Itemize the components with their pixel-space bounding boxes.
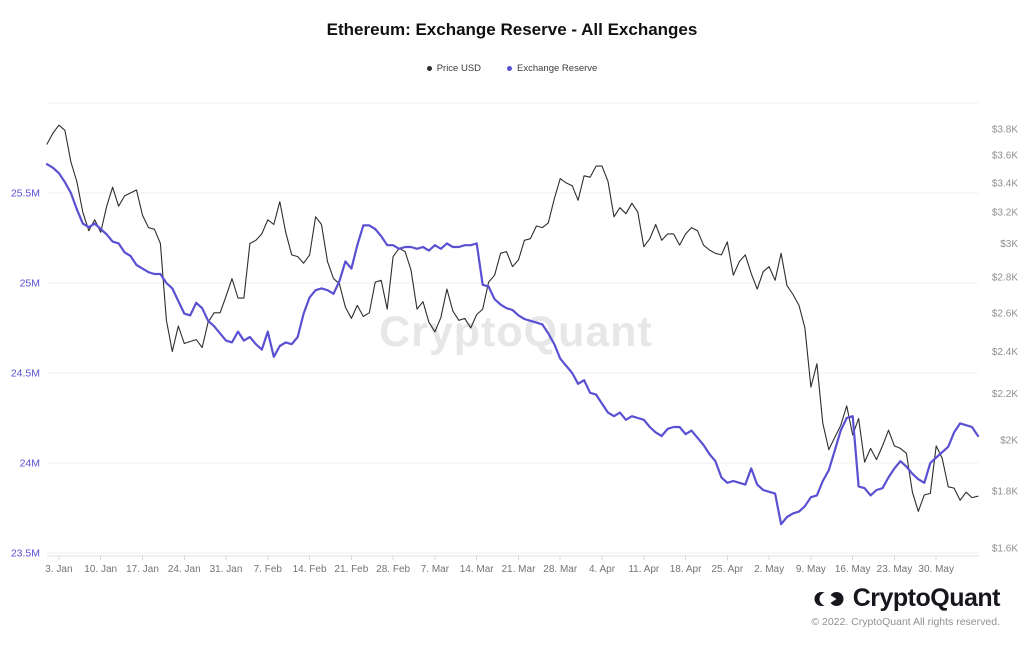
page-title: Ethereum: Exchange Reserve - All Exchang… [326, 20, 698, 39]
x-tick-label: 23. May [877, 564, 913, 575]
price-usd-dot-icon [426, 66, 432, 71]
x-tick-label: 7. Mar [421, 564, 450, 575]
x-tick-label: 7. Feb [254, 564, 283, 575]
x-tick-label: 4. Apr [589, 564, 616, 575]
x-tick-label: 25. Apr [711, 564, 743, 575]
right-axis-tick-label: $2.6K [992, 308, 1018, 319]
x-tick-label: 3. Jan [45, 564, 72, 575]
right-axis-tick-label: $1.6K [992, 543, 1018, 554]
x-tick-label: 24. Jan [168, 564, 201, 575]
x-tick-label: 28. Feb [376, 564, 410, 575]
right-axis-tick-label: $2.2K [992, 389, 1018, 400]
left-axis-tick-label: 25.5M [11, 188, 40, 200]
x-tick-label: 10. Jan [84, 564, 117, 575]
right-axis-tick-label: $3.4K [992, 178, 1018, 189]
right-axis-tick-label: $2.8K [992, 272, 1018, 283]
x-tick-label: 11. Apr [628, 564, 660, 575]
legend-label-exchange-reserve: Exchange Reserve [517, 63, 598, 74]
legend-item-exchange-reserve[interactable]: Exchange Reserve [507, 63, 597, 74]
exchange-reserve-line[interactable] [45, 163, 980, 526]
x-tick-label: 21. Feb [334, 564, 368, 575]
left-axis-labels: 23.5M 24M 24.5M 25M 25.5M [11, 188, 40, 560]
gridlines [47, 102, 978, 554]
logo-text: CryptoQuant [852, 584, 1001, 612]
left-axis-tick-label: 24M [20, 458, 40, 470]
x-tick-label: 14. Feb [293, 564, 327, 575]
right-axis-tick-label: $2.4K [992, 347, 1018, 358]
watermark-text: CryptoQuant [379, 308, 653, 356]
cryptoquant-logo[interactable]: CryptoQuant [814, 584, 1001, 613]
exchange-reserve-dot-icon [507, 66, 513, 71]
x-tick-label: 16. May [835, 564, 871, 575]
x-tick-label: 31. Jan [210, 564, 243, 575]
legend: Price USD Exchange Reserve [0, 63, 1024, 74]
right-axis-tick-label: $3.2K [992, 208, 1018, 219]
right-axis-labels: $1.6K $1.8K $2K $2.2K $2.4K $2.6K $2.8K $3K $3.2… [992, 125, 1018, 555]
right-axis-tick-label: $3.6K [992, 151, 1018, 162]
right-axis-tick-label: $1.8K [992, 486, 1018, 497]
left-axis-tick-label: 25M [20, 278, 40, 290]
price-usd-line[interactable] [46, 124, 979, 512]
x-tick-label: 14. Mar [460, 564, 495, 575]
left-axis-tick-label: 24.5M [11, 368, 40, 380]
right-axis-tick-label: $3K [1000, 239, 1018, 250]
x-tick-label: 17. Jan [126, 564, 159, 575]
footer: CryptoQuant © 2022. CryptoQuant All righ… [580, 584, 1000, 628]
legend-label-price-usd: Price USD [436, 63, 482, 74]
x-tick-label: 21. Mar [502, 564, 537, 575]
x-tick-label: 9. May [796, 564, 826, 575]
x-axis-labels: 3. Jan 10. Jan 17. Jan 24. Jan 31. Jan 7. Feb… [45, 556, 954, 575]
legend-item-price-usd[interactable]: Price USD [426, 63, 482, 74]
x-tick-label: 28. Mar [543, 564, 578, 575]
copyright-text: © 2022. CryptoQuant All rights reserved. [811, 616, 1000, 628]
x-tick-label: 18. Apr [670, 564, 702, 575]
right-axis-tick-label: $3.8K [992, 125, 1018, 136]
left-axis-tick-label: 23.5M [11, 548, 40, 560]
cryptoquant-mark-icon [814, 591, 844, 606]
x-tick-label: 30. May [918, 564, 954, 575]
x-tick-label: 2. May [754, 564, 784, 575]
right-axis-tick-label: $2K [1000, 435, 1018, 446]
